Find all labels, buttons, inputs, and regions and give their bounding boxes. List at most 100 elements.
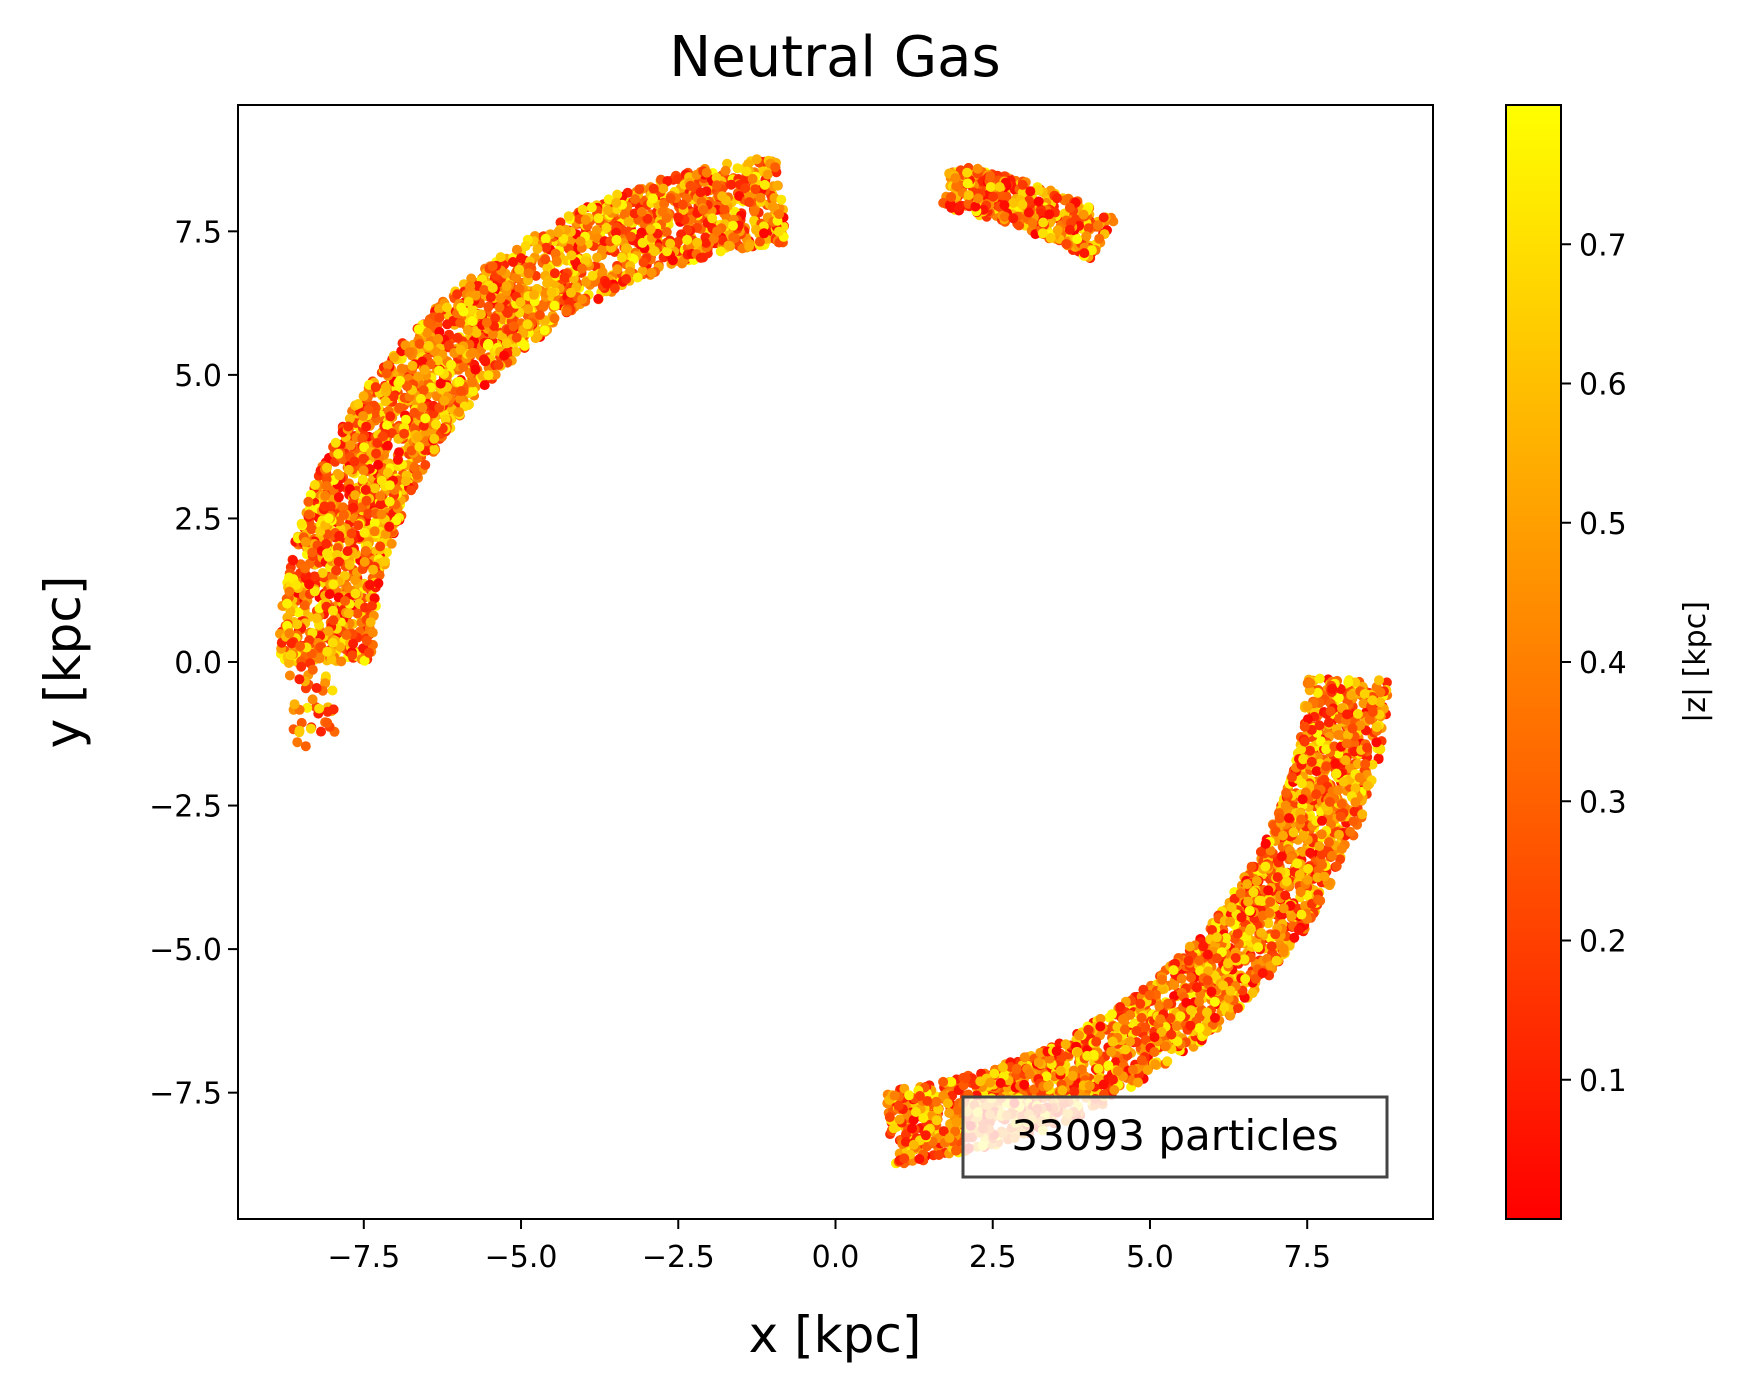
particle-point	[433, 333, 444, 344]
particle-point	[467, 377, 478, 388]
particle-point	[1052, 225, 1063, 236]
particle-point	[406, 485, 417, 496]
particle-point	[1381, 677, 1392, 688]
particle-point	[439, 395, 450, 406]
particle-point	[440, 414, 451, 425]
particle-point	[612, 189, 623, 200]
particle-point	[649, 246, 660, 257]
particle-point	[637, 237, 648, 248]
particle-point	[682, 234, 693, 245]
particle-point	[409, 407, 420, 418]
particle-point	[420, 413, 431, 424]
particle-point	[1230, 953, 1241, 963]
particle-point	[593, 213, 604, 224]
particle-point	[621, 274, 632, 284]
particle-point	[515, 297, 526, 308]
particle-point	[1247, 988, 1258, 999]
particle-point	[370, 382, 381, 393]
particle-point	[343, 464, 354, 475]
particle-point	[508, 321, 519, 332]
particle-point	[360, 484, 371, 495]
particle-point	[550, 248, 561, 259]
particle-point	[376, 509, 387, 520]
particle-point	[522, 319, 533, 330]
particle-point	[773, 226, 784, 237]
particle-point	[479, 285, 490, 295]
particle-point	[382, 467, 393, 478]
particle-point	[555, 217, 566, 228]
particle-point	[512, 244, 522, 255]
particle-point	[1033, 185, 1044, 196]
particle-point	[487, 282, 498, 293]
particle-point	[900, 1136, 911, 1147]
particle-point	[673, 212, 684, 223]
particle-point	[1017, 199, 1028, 210]
particle-point	[288, 555, 299, 566]
particle-point	[609, 283, 620, 294]
particle-point	[667, 255, 678, 266]
particle-point	[1041, 1071, 1052, 1082]
particle-point	[580, 214, 591, 225]
particle-point	[611, 227, 621, 238]
particle-point	[1017, 179, 1028, 190]
particle-point	[708, 233, 719, 244]
particle-point	[1321, 744, 1332, 755]
particle-point	[601, 222, 612, 233]
particle-point	[540, 233, 551, 244]
particle-point	[319, 501, 330, 512]
particle-point	[1083, 223, 1094, 234]
particle-point	[348, 638, 359, 649]
particle-point	[1352, 759, 1363, 770]
particle-point	[638, 257, 649, 268]
particle-point	[357, 433, 368, 444]
particle-point	[350, 588, 361, 599]
particle-point	[1000, 211, 1010, 222]
particle-point	[1033, 196, 1044, 207]
particle-point	[479, 380, 490, 391]
particle-point	[481, 317, 492, 328]
particle-point	[333, 492, 344, 503]
particle-point	[1210, 1012, 1220, 1023]
particle-point	[343, 608, 354, 619]
particle-point	[490, 369, 501, 380]
particle-point	[394, 447, 404, 458]
particle-point	[299, 600, 310, 611]
particle-point	[953, 202, 964, 213]
particle-point	[695, 187, 706, 198]
particle-point	[380, 396, 391, 407]
particle-point	[358, 411, 369, 421]
particle-point	[499, 350, 510, 361]
particle-point	[623, 216, 634, 227]
particle-point	[501, 338, 512, 349]
particle-point	[1172, 1036, 1183, 1047]
particle-point	[1076, 1064, 1087, 1075]
particle-point	[454, 376, 465, 387]
particle-point	[501, 281, 512, 291]
particle-point	[1106, 1046, 1117, 1057]
particle-point	[1064, 202, 1075, 213]
particle-point	[648, 193, 658, 204]
particle-point	[717, 191, 728, 202]
particle-point	[972, 163, 983, 174]
particle-point	[946, 1076, 957, 1087]
particle-point	[734, 191, 745, 201]
particle-point	[483, 370, 494, 381]
particle-point	[723, 240, 734, 251]
particle-point	[384, 521, 395, 532]
particle-point	[382, 440, 393, 451]
particle-point	[317, 568, 328, 578]
particle-point	[1162, 1056, 1173, 1067]
particle-point	[593, 293, 604, 304]
particle-point	[431, 391, 442, 402]
particle-point	[1038, 217, 1049, 228]
particle-point	[611, 197, 622, 208]
particle-point	[755, 192, 766, 203]
particle-point	[523, 304, 534, 315]
particle-point	[621, 243, 632, 254]
particle-point	[414, 441, 425, 452]
particle-point	[307, 547, 318, 558]
particle-point	[1109, 1085, 1120, 1095]
particle-point	[1044, 209, 1055, 220]
particle-point	[1025, 186, 1036, 197]
particle-point	[357, 474, 368, 485]
